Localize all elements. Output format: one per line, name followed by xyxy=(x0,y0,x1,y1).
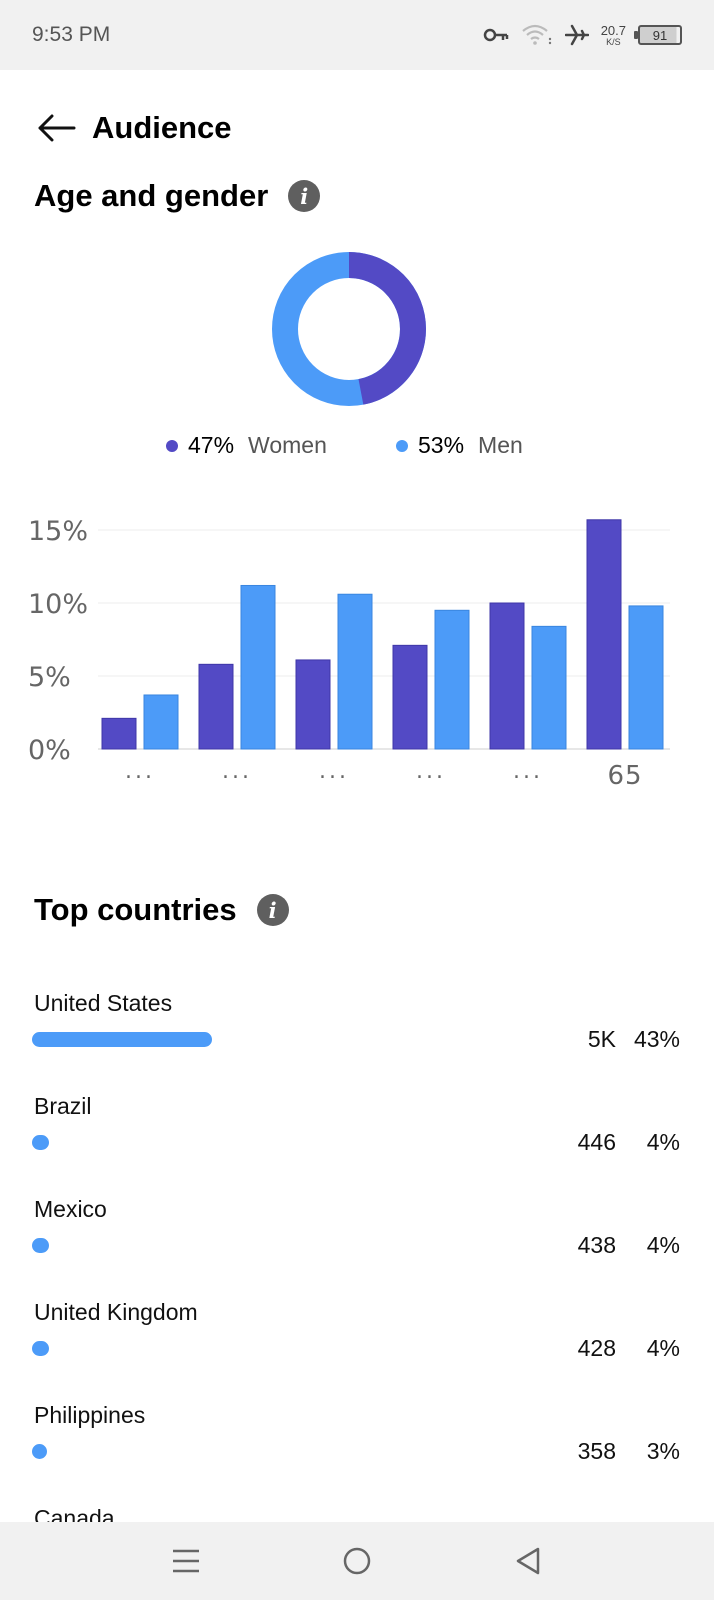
age-gender-title: Age and gender i xyxy=(34,178,321,214)
country-share-bar xyxy=(32,1032,212,1047)
x-tick-label: 65 xyxy=(607,761,642,791)
airplane-icon xyxy=(564,24,589,46)
nav-back-button[interactable] xyxy=(498,1531,558,1591)
menu-icon xyxy=(172,1549,199,1573)
legend-pct-women: 47% xyxy=(188,432,235,458)
top-countries-title: Top countries i xyxy=(34,892,289,928)
y-tick-label: 5% xyxy=(28,662,71,693)
bar-series1-1 xyxy=(198,663,234,750)
country-count: 358 xyxy=(577,1438,616,1464)
country-pct: 4% xyxy=(646,1335,680,1361)
network-speed-value: 20.7 xyxy=(600,22,626,38)
country-name: Brazil xyxy=(34,1093,92,1119)
nav-home-button[interactable] xyxy=(327,1531,387,1591)
bar-series1-5 xyxy=(586,519,622,750)
country-pct: 4% xyxy=(646,1232,680,1258)
system-nav-bar xyxy=(0,1522,714,1600)
country-row: Mexico 438 4% xyxy=(0,1186,714,1289)
country-share-bar xyxy=(32,1238,49,1253)
gender-legend: 47% Women 53% Men xyxy=(0,432,714,468)
x-tick-label: ... xyxy=(416,759,446,784)
arrow-left-icon xyxy=(38,114,76,142)
network-speed: 20.7 K/S xyxy=(601,24,626,47)
country-pct: 3% xyxy=(646,1438,680,1464)
bar-series2-1 xyxy=(240,584,276,750)
app-header: Audience xyxy=(0,70,714,186)
bar-series1-4 xyxy=(489,602,525,750)
bar-series1-2 xyxy=(295,659,331,750)
bar-series1-3 xyxy=(392,644,428,750)
age-gender-title-text: Age and gender xyxy=(34,178,269,213)
top-countries-title-text: Top countries xyxy=(34,892,237,927)
age-gender-info-icon[interactable]: i xyxy=(288,180,321,212)
wifi-icon xyxy=(521,24,553,46)
country-row: Brazil 446 4% xyxy=(0,1083,714,1186)
country-row: United Kingdom 428 4% xyxy=(0,1289,714,1392)
gender-donut-chart xyxy=(272,252,426,406)
status-bar: 9:53 PM 20.7 K/S 91 xyxy=(0,0,714,70)
country-row: United States 5K 43% xyxy=(0,980,714,1083)
country-share-bar xyxy=(32,1341,49,1356)
back-button[interactable] xyxy=(34,106,78,150)
bar-series1-0 xyxy=(101,717,137,750)
country-pct: 43% xyxy=(633,1026,680,1052)
legend-label-women: Women xyxy=(248,432,327,458)
country-name: United States xyxy=(34,990,173,1016)
nav-menu-button[interactable] xyxy=(156,1531,216,1591)
bar-series2-0 xyxy=(143,694,179,750)
legend-item-women: 47% Women xyxy=(166,432,327,459)
country-pct: 4% xyxy=(646,1129,680,1155)
bar-series2-4 xyxy=(531,625,567,750)
bar-series2-5 xyxy=(628,605,664,750)
y-tick-label: 0% xyxy=(28,735,71,766)
country-name: United Kingdom xyxy=(34,1299,198,1325)
country-name: Philippines xyxy=(34,1402,146,1428)
country-count: 446 xyxy=(577,1129,616,1155)
battery-level: 91 xyxy=(652,27,668,43)
vpn-key-icon xyxy=(483,27,509,43)
donut-segment-women xyxy=(272,252,426,406)
country-count: 5K xyxy=(587,1026,616,1052)
page-title: Audience xyxy=(92,110,232,145)
country-count: 438 xyxy=(577,1232,616,1258)
battery-icon: 91 xyxy=(634,25,682,45)
legend-pct-men: 53% xyxy=(418,432,465,458)
status-icons: 20.7 K/S 91 xyxy=(483,24,682,47)
x-tick-label: ... xyxy=(319,759,349,784)
legend-dot-men xyxy=(396,439,408,452)
legend-label-men: Men xyxy=(478,432,523,458)
bar-series2-2 xyxy=(337,593,373,750)
x-tick-label: ... xyxy=(125,759,155,784)
x-tick-label: ... xyxy=(222,759,252,784)
bar-series2-3 xyxy=(434,609,470,750)
country-list: United States 5K 43% Brazil 446 4% Mexico 438 4%… xyxy=(0,980,714,1598)
y-tick-label: 15% xyxy=(28,516,88,547)
status-time: 9:53 PM xyxy=(32,23,111,46)
y-tick-label: 10% xyxy=(28,589,88,620)
home-icon xyxy=(343,1547,371,1575)
country-share-bar xyxy=(32,1135,49,1150)
legend-dot-women xyxy=(166,439,178,452)
country-name: Mexico xyxy=(34,1196,107,1222)
x-tick-label: ... xyxy=(513,759,543,784)
back-icon xyxy=(517,1547,540,1575)
age-bar-chart: 0% 5% 10% 15%............... 65 xyxy=(28,516,670,791)
legend-item-men: 53% Men xyxy=(396,432,523,459)
network-speed-unit: K/S xyxy=(606,36,621,47)
country-count: 428 xyxy=(577,1335,616,1361)
country-row: Philippines 358 3% xyxy=(0,1392,714,1495)
top-countries-info-icon[interactable]: i xyxy=(256,894,289,926)
country-share-bar xyxy=(32,1444,47,1459)
